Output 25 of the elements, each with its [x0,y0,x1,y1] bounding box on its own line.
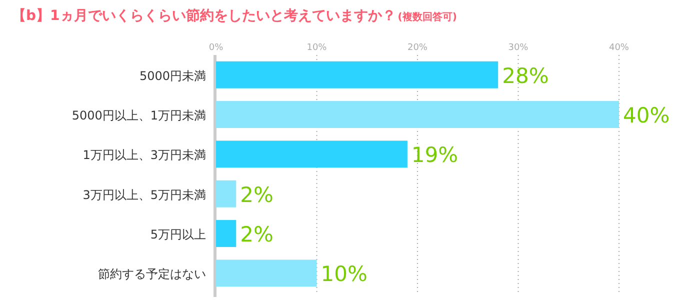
data-label: 2% [240,182,274,207]
bar [216,220,236,247]
x-tick-label: 10% [306,43,328,53]
x-tick-label: 40% [608,43,630,53]
x-tick-label: 0% [208,43,224,53]
chart-title: 【b】1ヵ月でいくらくらい節約をしたいと考えていますか？ [12,8,396,24]
x-tick-label: 30% [508,43,529,53]
data-label: 19% [411,143,458,168]
data-label: 28% [502,64,549,88]
bar [216,101,619,128]
bar [216,140,408,168]
data-label: 2% [240,222,274,246]
y-tick-label: 節約する予定はない [98,267,206,282]
chart-subtitle: (複数回答可) [398,11,457,23]
y-tick-label: 3万円以上、5万円未満 [82,188,206,202]
bar [216,61,498,88]
bar [216,260,317,287]
data-label: 10% [320,262,368,286]
bar [216,180,236,208]
y-tick-label: 5万円以上 [150,228,206,242]
y-tick-label: 5000円以上、1万円未満 [72,108,206,122]
x-tick-label: 20% [407,43,428,53]
data-label: 40% [623,104,670,128]
y-tick-label: 5000円未満 [139,68,206,83]
y-tick-label: 1万円以上、3万円未満 [82,148,206,162]
